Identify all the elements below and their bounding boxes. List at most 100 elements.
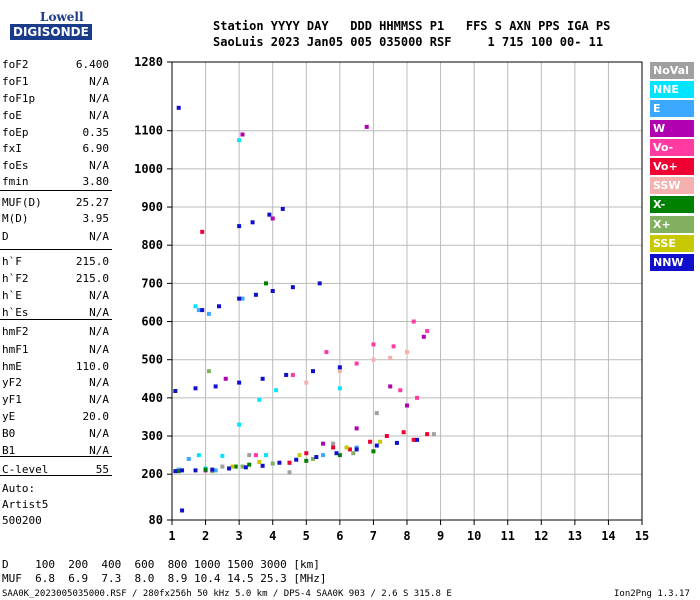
param-row-fxi: fxI 6.90 xyxy=(2,142,109,156)
param-row-d: D N/A xyxy=(2,230,109,244)
data-point-nne xyxy=(257,397,262,402)
x-tick-label: 10 xyxy=(467,529,481,543)
param-separator xyxy=(0,475,112,476)
data-point-w xyxy=(240,132,245,137)
param-value: 6.90 xyxy=(82,142,110,155)
param-row-fof1: foF1 N/A xyxy=(2,75,109,89)
param-value: 215.0 xyxy=(75,255,109,268)
data-point-nnw xyxy=(217,304,221,309)
data-point-nnw xyxy=(200,308,205,313)
param-value: N/A xyxy=(89,343,109,356)
param-value: N/A xyxy=(89,393,109,406)
data-point-x xyxy=(304,458,309,463)
data-point-nnw xyxy=(311,369,315,374)
data-point-sse xyxy=(378,439,383,444)
header-row-2: SaoLuis 2023 Jan05 005 035000 RSF 1 715 … xyxy=(213,35,604,49)
data-point-x xyxy=(203,467,208,472)
x-tick-label: 7 xyxy=(370,529,377,543)
ionogram-chart: 1 2 3 4 5 6 7 8 9 10 11 12 13 14 158020030040050060070… xyxy=(134,55,649,543)
x-tick-label: 14 xyxy=(601,529,615,543)
data-point-vo xyxy=(324,350,329,355)
param-row-hf: h`F 215.0 xyxy=(2,255,109,269)
param-key: hmF2 xyxy=(2,325,29,338)
data-point-nne xyxy=(264,453,268,458)
data-point-vo xyxy=(401,430,406,435)
data-point-x xyxy=(176,469,181,474)
param-separator xyxy=(0,249,112,250)
param-key: D xyxy=(2,230,9,243)
plot-frame xyxy=(171,61,643,521)
param-value: N/A xyxy=(89,325,109,338)
data-point-nnw xyxy=(354,447,359,452)
data-point-nnw xyxy=(334,451,339,456)
data-point-x xyxy=(233,464,238,469)
x-tick-label: 9 xyxy=(437,529,444,543)
param-key: h`E xyxy=(2,289,22,302)
data-point-vo xyxy=(398,388,403,393)
param-value: N/A xyxy=(89,306,109,319)
param-key: B0 xyxy=(2,427,16,440)
param-key: B1 xyxy=(2,444,16,457)
data-point-nnw xyxy=(237,224,242,229)
data-point-x xyxy=(371,449,376,454)
y-tick-label: 300 xyxy=(141,429,163,443)
param-value: 20.0 xyxy=(82,410,110,423)
data-point-x xyxy=(240,464,245,469)
param-value: 55 xyxy=(95,463,109,476)
data-point-e xyxy=(213,468,218,473)
data-point-nne xyxy=(196,453,201,458)
param-row-hf2: h`F2 215.0 xyxy=(2,272,109,286)
data-point-vo xyxy=(354,361,359,366)
data-point-nnw xyxy=(317,281,322,286)
data-point-e xyxy=(240,296,245,301)
data-point-e xyxy=(206,311,211,316)
data-point-noval xyxy=(374,411,379,416)
data-point-noval xyxy=(247,453,252,458)
param-value: N/A xyxy=(89,427,109,440)
data-point-nnw xyxy=(210,467,215,472)
param-row-fof2: foF2 6.400 xyxy=(2,58,109,72)
data-point-sse xyxy=(297,453,302,458)
data-point-sse xyxy=(230,464,235,469)
data-point-vo xyxy=(411,319,416,324)
param-key: hmE xyxy=(2,360,22,373)
data-point-noval xyxy=(220,464,225,469)
data-point-ssw xyxy=(405,350,409,355)
x-tick-label: 1 xyxy=(168,529,175,543)
data-point-vo xyxy=(371,342,376,347)
param-key: foEs xyxy=(2,159,29,172)
data-point-nnw xyxy=(180,508,185,513)
param-value: N/A xyxy=(89,159,109,172)
param-key: M(D) xyxy=(2,212,29,225)
data-point-nnw xyxy=(260,463,265,468)
legend-item-w: W xyxy=(650,119,694,137)
param-row-yf1: yF1 N/A xyxy=(2,393,109,407)
param-row-foes: foEs N/A xyxy=(2,159,109,173)
param-key: h`F xyxy=(2,255,22,268)
param-key: fmin xyxy=(2,175,29,188)
y-tick-label: 500 xyxy=(141,353,163,367)
param-value: 215.0 xyxy=(75,272,109,285)
data-point-nnw xyxy=(176,105,181,110)
data-point-nnw xyxy=(290,285,295,290)
data-point-x xyxy=(311,456,315,461)
data-point-nne xyxy=(193,304,198,309)
x-tick-label: 12 xyxy=(534,529,548,543)
y-tick-label: 700 xyxy=(141,276,163,290)
auto-label: Auto: xyxy=(2,482,36,495)
legend-item-ssw: SSW xyxy=(650,177,694,195)
data-point-ssw xyxy=(304,380,309,385)
param-row-yf2: yF2 N/A xyxy=(2,376,109,390)
data-point-nnw xyxy=(243,465,248,470)
param-key: fxI xyxy=(2,142,22,155)
param-row-md: M(D) 3.95 xyxy=(2,212,109,226)
data-point-nnw xyxy=(227,466,232,471)
param-key: h`Es xyxy=(2,306,29,319)
data-point-w xyxy=(223,376,228,381)
data-point-nnw xyxy=(180,468,185,473)
data-point-nnw xyxy=(260,376,265,381)
data-point-noval xyxy=(431,432,436,437)
auto-artist: Artist5 xyxy=(2,498,49,511)
data-point-nne xyxy=(237,422,242,427)
param-row-hme: hmE 110.0 xyxy=(2,360,109,374)
